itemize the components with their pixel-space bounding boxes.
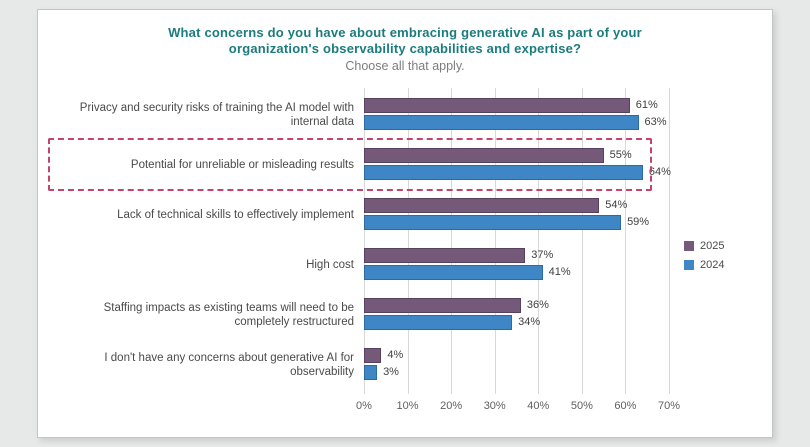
value-label-2024: 41%	[548, 266, 571, 278]
bar-rows: Privacy and security risks of training t…	[38, 90, 774, 390]
gridline	[494, 88, 496, 394]
bar-2025	[364, 98, 630, 113]
bar-2024	[364, 115, 639, 130]
chart-title-line2: organization's observability capabilitie…	[228, 41, 582, 56]
bar-group: 36% 34%	[364, 290, 669, 340]
bar-2024	[364, 265, 543, 280]
value-label-2024: 59%	[627, 216, 650, 228]
x-tick-label: 20%	[440, 400, 463, 412]
value-label-2025: 36%	[526, 299, 549, 311]
x-tick-label: 50%	[570, 400, 593, 412]
chart-title: What concerns do you have about embracin…	[38, 25, 772, 57]
value-label-2025: 37%	[531, 249, 554, 261]
legend-label-2024: 2024	[700, 259, 725, 271]
x-tick-label: 70%	[657, 400, 681, 412]
chart-subtitle: Choose all that apply.	[345, 59, 465, 73]
x-tick-label: 60%	[614, 400, 637, 412]
value-label-2025: 55%	[609, 149, 632, 161]
category-label: Potential for unreliable or misleading r…	[130, 159, 354, 171]
bar-2024	[364, 215, 622, 230]
legend-item-2024: 2024	[684, 259, 724, 271]
bar-2025	[364, 198, 600, 213]
x-tick-label: 10%	[396, 400, 419, 412]
chart-row: Potential for unreliable or misleading r…	[38, 140, 774, 190]
value-label-2024: 64%	[648, 166, 671, 178]
value-label-2025: 61%	[635, 99, 658, 111]
value-label-2024: 63%	[644, 116, 667, 128]
bar-2025	[364, 348, 382, 363]
gridline	[538, 88, 540, 394]
x-tick-label: 30%	[483, 400, 506, 412]
legend-item-2025: 2025	[684, 240, 724, 252]
category-label: High cost	[306, 259, 354, 271]
bar-group: 37% 41%	[364, 240, 669, 290]
value-label-2024: 34%	[518, 316, 541, 328]
value-label-2025: 54%	[605, 199, 628, 211]
plot-gridlines	[364, 88, 670, 394]
category-label: I don't have any concerns about generati…	[104, 352, 354, 378]
bar-group: 54% 59%	[364, 190, 669, 240]
bar-group: 4% 3%	[364, 340, 669, 390]
chart-row: High cost 37% 41%	[38, 240, 774, 290]
bar-2024	[364, 365, 378, 380]
x-tick-label: 40%	[527, 400, 550, 412]
gridline	[407, 88, 409, 394]
chart-card: What concerns do you have about embracin…	[37, 9, 773, 438]
gridline	[581, 88, 583, 394]
legend-swatch-2025	[684, 241, 694, 251]
bar-2025	[364, 298, 521, 313]
chart-row: Staffing impacts as existing teams will …	[38, 290, 774, 340]
chart-title-line1: What concerns do you have about embracin…	[168, 25, 642, 40]
gridline	[364, 88, 365, 394]
gridline	[625, 88, 627, 394]
category-label: Privacy and security risks of training t…	[79, 102, 354, 128]
x-tick-label: 0%	[356, 400, 372, 412]
gridline	[669, 88, 670, 394]
gridline	[451, 88, 453, 394]
bar-group: 55% 64%	[364, 140, 671, 190]
legend-label-2025: 2025	[700, 240, 725, 252]
bar-2025	[364, 248, 526, 263]
bar-2025	[364, 148, 604, 163]
chart-row: Lack of technical skills to effectively …	[38, 190, 774, 240]
chart-row: I don't have any concerns about generati…	[38, 340, 774, 390]
bar-2024	[364, 315, 513, 330]
bar-2024	[364, 165, 643, 180]
x-axis-tick-labels: 0% 10% 20% 30% 40% 50% 60% 70%	[356, 400, 680, 414]
value-label-2025: 4%	[387, 349, 404, 361]
chart-row: Privacy and security risks of training t…	[38, 90, 774, 140]
legend-swatch-2024	[684, 260, 694, 270]
category-label: Staffing impacts as existing teams will …	[103, 302, 354, 328]
bar-group: 61% 63%	[364, 90, 669, 140]
legend: 2025 2024	[684, 240, 724, 278]
category-label: Lack of technical skills to effectively …	[117, 209, 354, 221]
value-label-2024: 3%	[383, 366, 399, 378]
